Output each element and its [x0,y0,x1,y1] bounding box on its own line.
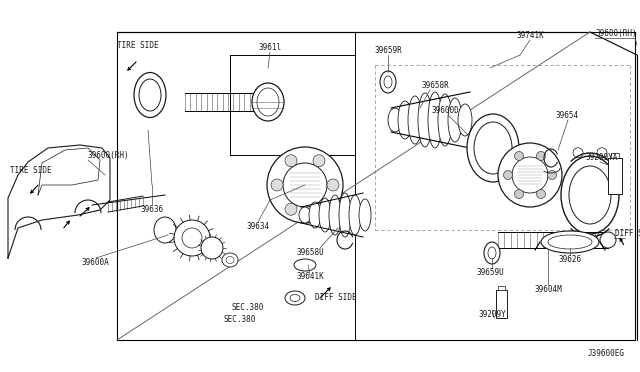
Text: J39600EG: J39600EG [588,349,625,358]
Ellipse shape [448,98,462,142]
Ellipse shape [299,207,311,223]
Ellipse shape [329,195,341,235]
Text: 39209Y: 39209Y [478,310,506,319]
Ellipse shape [257,88,279,116]
Ellipse shape [388,108,402,132]
Ellipse shape [226,257,234,263]
Ellipse shape [339,193,351,237]
Text: 39659U: 39659U [476,268,504,277]
Ellipse shape [474,122,512,174]
Circle shape [515,190,524,199]
Circle shape [285,155,297,167]
Bar [611,153,619,158]
Ellipse shape [309,202,321,228]
Circle shape [283,163,327,207]
Text: 39636: 39636 [140,205,164,214]
Text: DIFF SIDE: DIFF SIDE [615,229,640,238]
Circle shape [267,147,343,223]
Text: 39600D: 39600D [432,106,460,115]
Text: 39600A: 39600A [81,258,109,267]
Ellipse shape [428,92,442,148]
Circle shape [498,143,562,207]
Circle shape [547,170,557,180]
Text: 39741K: 39741K [516,31,544,40]
Text: SEC.380: SEC.380 [224,315,256,324]
Ellipse shape [408,96,422,144]
Ellipse shape [294,259,316,271]
Ellipse shape [380,71,396,93]
Ellipse shape [541,231,599,253]
Bar [496,290,507,318]
Circle shape [271,179,283,191]
Text: 39600(RH): 39600(RH) [596,29,637,38]
Circle shape [313,155,325,167]
Circle shape [512,157,548,193]
Ellipse shape [600,232,616,248]
Ellipse shape [285,291,305,305]
Text: 39604M: 39604M [534,285,562,294]
Text: 39634: 39634 [246,222,269,231]
Bar [608,158,622,194]
Text: SEC.380: SEC.380 [232,303,264,312]
Ellipse shape [467,114,519,182]
Text: 39654: 39654 [555,111,578,120]
Ellipse shape [319,198,331,232]
Ellipse shape [569,166,611,224]
Circle shape [515,151,524,160]
Text: 39641K: 39641K [296,272,324,281]
Ellipse shape [418,93,432,147]
Text: DIFF SIDE: DIFF SIDE [315,293,356,302]
Ellipse shape [384,76,392,88]
Ellipse shape [398,101,412,139]
Ellipse shape [139,79,161,111]
Text: 39626: 39626 [559,255,582,264]
Ellipse shape [488,247,496,259]
Circle shape [182,228,202,248]
Circle shape [504,170,513,180]
Ellipse shape [290,295,300,301]
Ellipse shape [134,73,166,118]
Ellipse shape [201,237,223,259]
Text: TIRE SIDE: TIRE SIDE [117,41,159,50]
Ellipse shape [458,104,472,136]
Circle shape [327,179,339,191]
Ellipse shape [349,195,361,235]
Text: 39600(RH): 39600(RH) [87,151,129,160]
Ellipse shape [154,217,176,243]
Circle shape [536,190,545,199]
Text: 39658U: 39658U [296,248,324,257]
Text: TIRE SIDE: TIRE SIDE [10,166,52,175]
Circle shape [285,203,297,215]
Circle shape [313,203,325,215]
Text: 39209YA: 39209YA [586,153,618,162]
Circle shape [536,151,545,160]
Ellipse shape [252,83,284,121]
Ellipse shape [548,235,592,249]
Ellipse shape [359,199,371,231]
Ellipse shape [438,94,452,146]
Text: 39658R: 39658R [422,81,450,90]
Ellipse shape [484,242,500,264]
Text: 3961l: 3961l [259,43,282,52]
Circle shape [174,220,210,256]
Bar [498,286,505,290]
Ellipse shape [561,156,619,234]
Ellipse shape [222,253,238,267]
Text: 39659R: 39659R [374,46,402,55]
